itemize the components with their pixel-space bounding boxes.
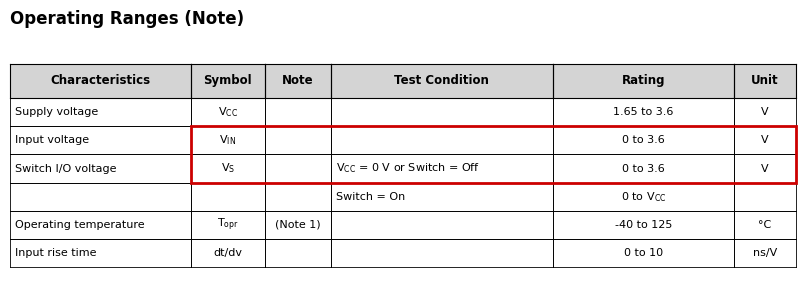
Bar [553,154,734,183]
Bar [553,239,734,267]
Text: Input rise time: Input rise time [15,248,97,258]
Text: 0 to 3.6: 0 to 3.6 [622,135,665,145]
Text: 0 to 3.6: 0 to 3.6 [622,164,665,173]
Bar [190,98,265,126]
Bar [190,154,265,183]
Text: Switch I/O voltage: Switch I/O voltage [15,164,117,173]
Text: Rating: Rating [622,75,666,87]
Text: Note: Note [282,75,314,87]
Text: Operating Ranges (Note): Operating Ranges (Note) [10,10,244,29]
Text: V$_{\mathregular{CC}}$ = 0 V or Switch = Off: V$_{\mathregular{CC}}$ = 0 V or Switch =… [336,162,480,176]
Bar [190,183,265,211]
Bar [10,98,190,126]
Bar [190,64,265,98]
Text: V: V [762,107,769,117]
Text: V: V [762,135,769,145]
Text: V$_{\mathregular{IN}}$: V$_{\mathregular{IN}}$ [219,133,236,147]
Bar [265,239,330,267]
Bar [330,239,553,267]
Text: V$_{\mathregular{S}}$: V$_{\mathregular{S}}$ [221,162,235,176]
Text: Input voltage: Input voltage [15,135,90,145]
Bar [265,98,330,126]
Bar [10,239,190,267]
Bar [734,126,796,154]
Bar [734,183,796,211]
Bar [734,239,796,267]
Text: Characteristics: Characteristics [50,75,150,87]
Bar [553,183,734,211]
Bar [553,64,734,98]
Text: -40 to 125: -40 to 125 [615,220,672,230]
Text: ns/V: ns/V [753,248,778,258]
Text: Symbol: Symbol [203,75,252,87]
Bar [330,211,553,239]
Bar [330,64,553,98]
Bar [330,154,553,183]
Bar [265,64,330,98]
Bar [10,154,190,183]
Bar [190,211,265,239]
Text: Test Condition: Test Condition [394,75,490,87]
Text: T$_{\mathregular{opr}}$: T$_{\mathregular{opr}}$ [217,217,238,233]
Text: Operating temperature: Operating temperature [15,220,145,230]
Bar [190,239,265,267]
Bar [190,126,265,154]
Bar [734,98,796,126]
Bar [553,98,734,126]
Bar [553,211,734,239]
Text: V$_{\mathregular{CC}}$: V$_{\mathregular{CC}}$ [218,105,238,119]
Text: Switch = On: Switch = On [336,192,406,202]
Bar [190,126,796,183]
Bar [265,154,330,183]
Text: 0 to V$_{\mathregular{CC}}$: 0 to V$_{\mathregular{CC}}$ [621,190,666,204]
Bar [734,154,796,183]
Bar [10,211,190,239]
Bar [330,126,553,154]
Bar [734,64,796,98]
Bar [10,126,190,154]
Text: 1.65 to 3.6: 1.65 to 3.6 [614,107,674,117]
Text: (Note 1): (Note 1) [275,220,321,230]
Bar [265,126,330,154]
Bar [265,211,330,239]
Bar [10,64,190,98]
Bar [553,126,734,154]
Bar [10,183,190,211]
Text: °C: °C [758,220,772,230]
Bar [265,183,330,211]
Bar [330,98,553,126]
Bar [734,211,796,239]
Text: Unit: Unit [751,75,779,87]
Text: 0 to 10: 0 to 10 [624,248,663,258]
Text: V: V [762,164,769,173]
Text: dt/dv: dt/dv [214,248,242,258]
Bar [330,183,553,211]
Text: Supply voltage: Supply voltage [15,107,98,117]
